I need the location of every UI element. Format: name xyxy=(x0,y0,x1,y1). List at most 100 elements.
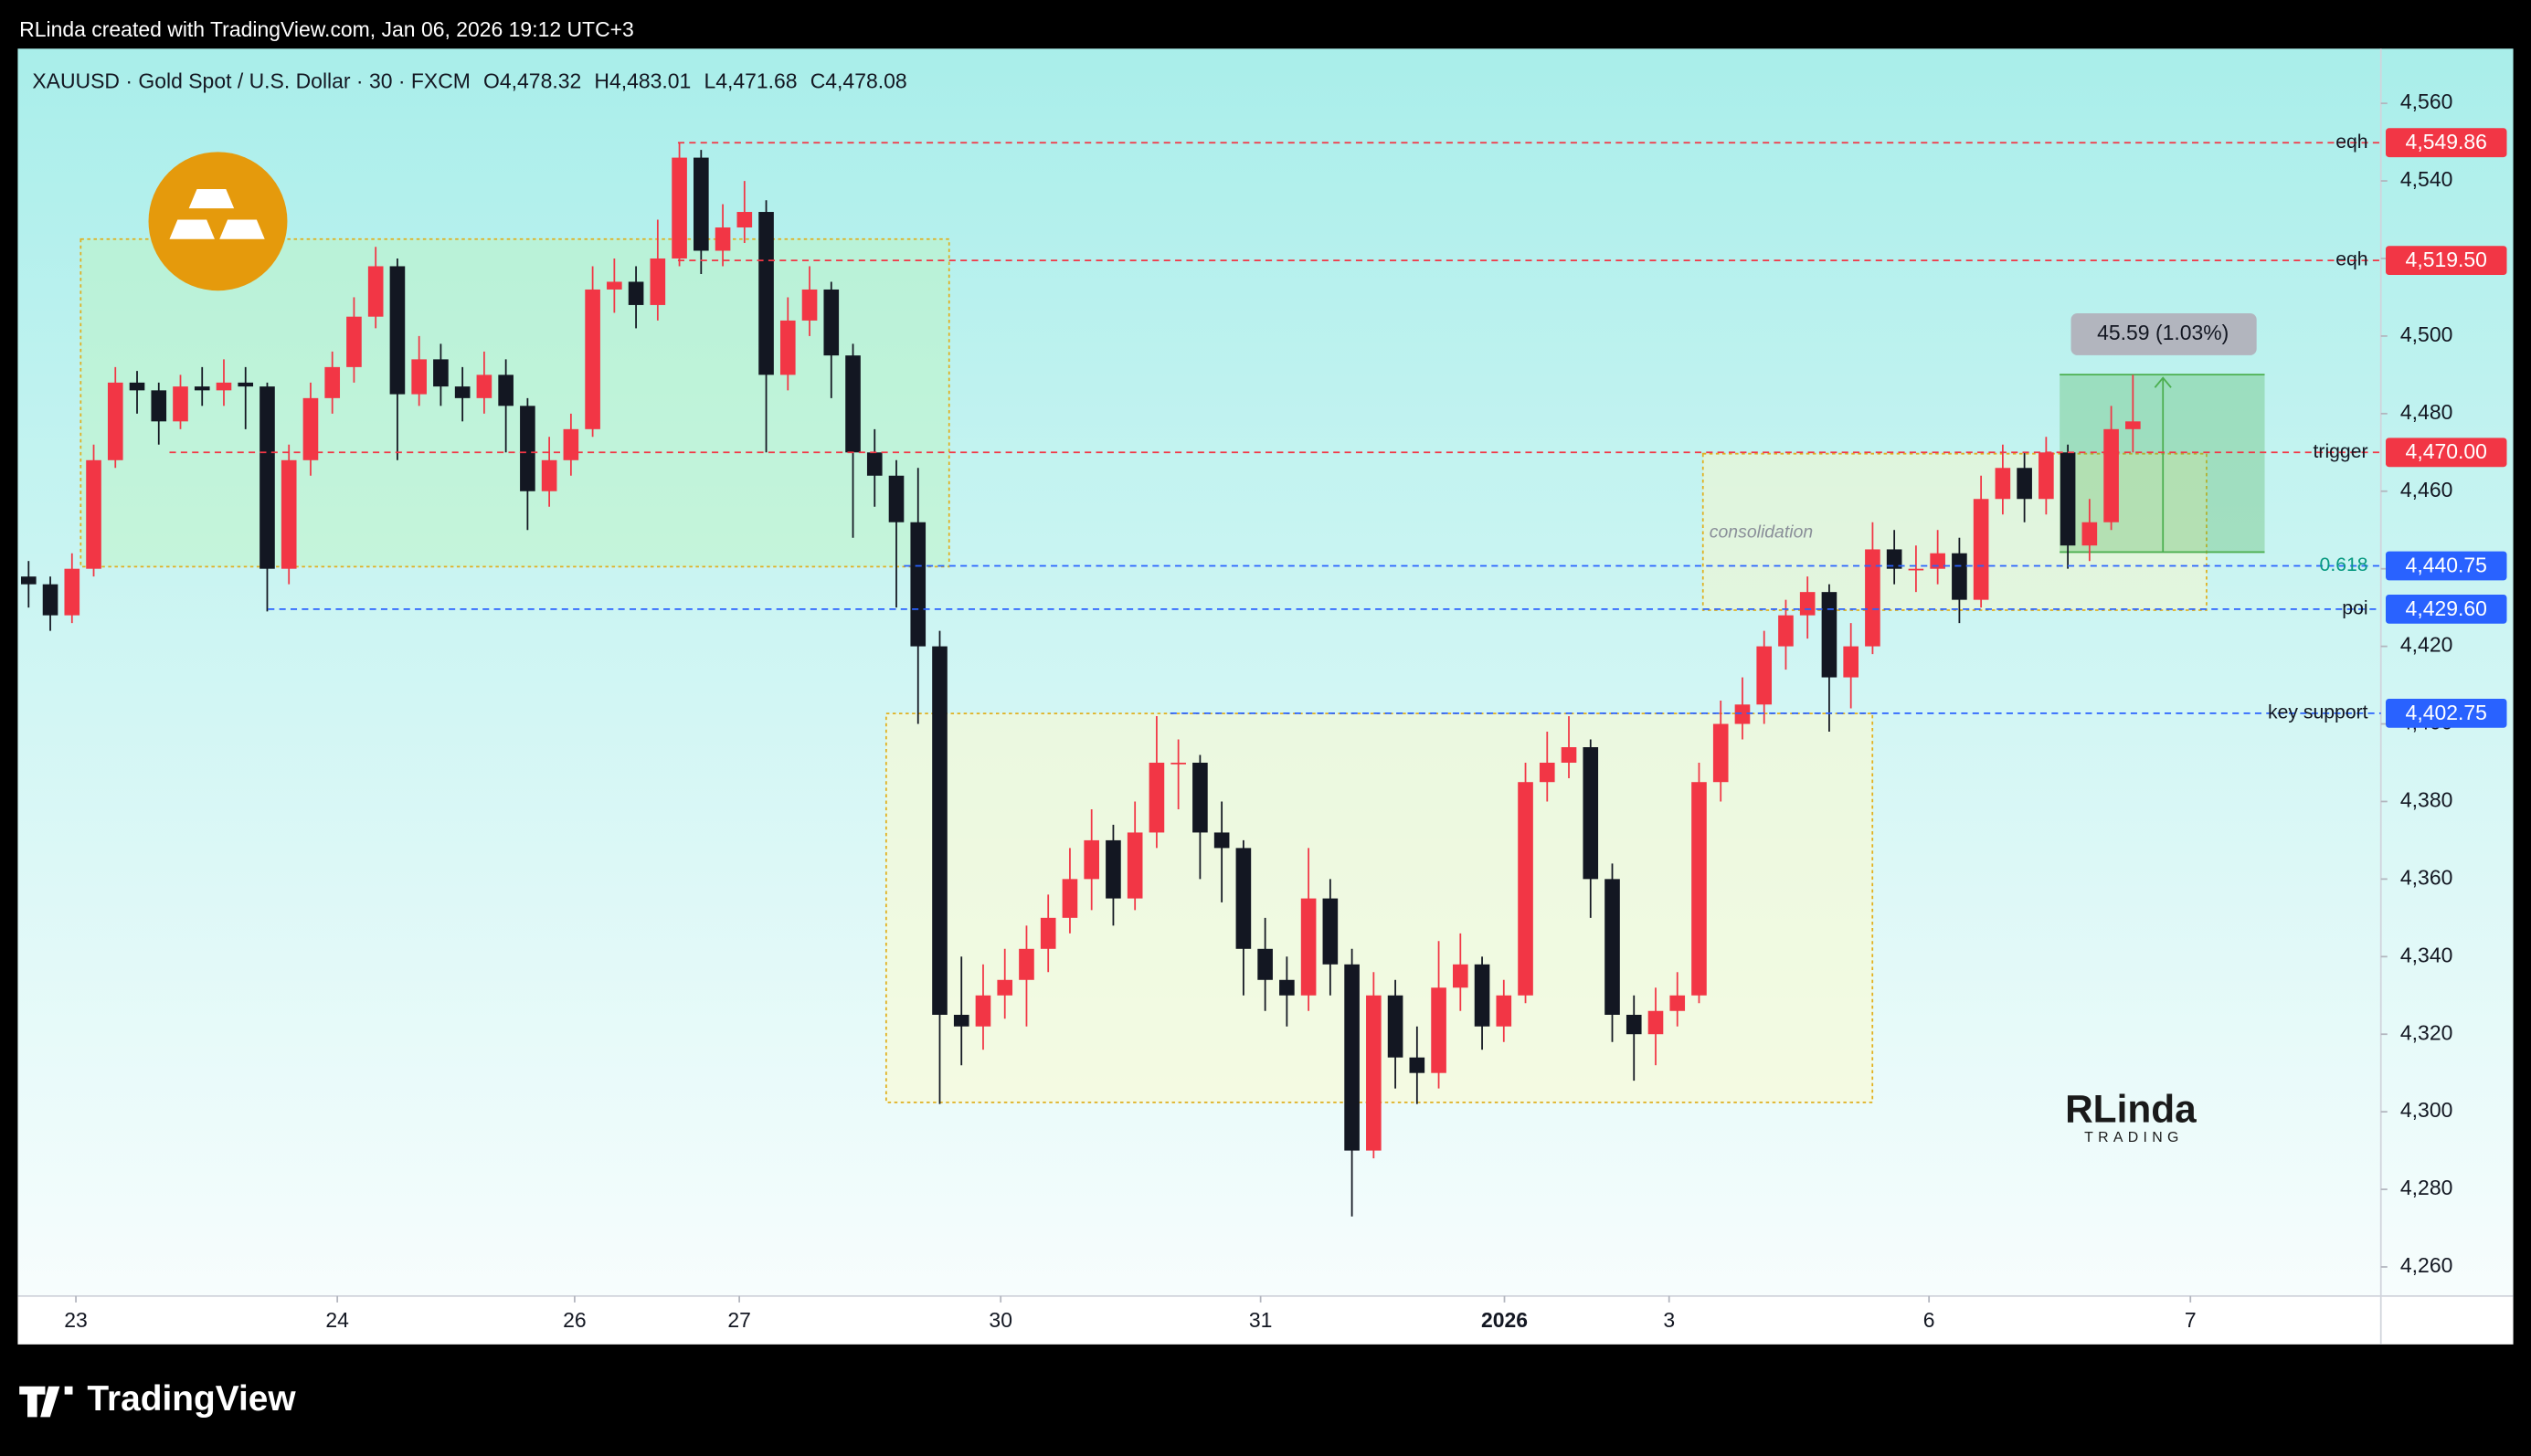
candle-body xyxy=(1908,568,1924,571)
candle-body xyxy=(1518,782,1533,996)
candle-body xyxy=(694,157,709,251)
candle-body xyxy=(476,375,492,398)
level-price-bg xyxy=(2386,128,2507,158)
candle-body xyxy=(216,382,232,391)
candle-body xyxy=(1995,468,2011,500)
candle-body xyxy=(367,266,384,317)
y-tick-label: 4,380 xyxy=(2400,788,2452,812)
footer-logo: TradingView xyxy=(19,1379,296,1419)
candle-body xyxy=(2039,452,2054,500)
y-tick-label: 4,540 xyxy=(2400,167,2452,191)
candle-body xyxy=(650,258,666,305)
candle-body xyxy=(1344,964,1360,1151)
candle-body xyxy=(1539,762,1555,783)
candle-body xyxy=(86,459,101,569)
x-tick-label: 27 xyxy=(727,1308,751,1332)
icon-bar xyxy=(219,219,265,239)
candle-body xyxy=(389,266,406,395)
candle-body xyxy=(975,995,991,1027)
candle-body xyxy=(1734,704,1751,724)
candle-body xyxy=(1712,723,1729,783)
x-tick-label: 26 xyxy=(563,1308,587,1332)
candle-body xyxy=(1952,553,1967,600)
candle-body xyxy=(2125,421,2141,429)
x-tick-label: 3 xyxy=(1663,1308,1675,1332)
candle-body xyxy=(1496,995,1512,1027)
candle-body xyxy=(1213,832,1230,849)
candle-body xyxy=(454,386,471,398)
candle-body xyxy=(715,227,731,251)
candle-body xyxy=(1084,839,1099,880)
annotation: consolidation xyxy=(1710,522,1813,542)
candle-body xyxy=(607,281,622,290)
candle-body xyxy=(953,1014,969,1027)
candle-body xyxy=(302,397,319,460)
level-price-bg xyxy=(2386,594,2507,624)
candle-body xyxy=(585,289,600,429)
level-name: eqh xyxy=(2335,132,2367,153)
candle-body xyxy=(1431,987,1446,1073)
y-tick-label: 4,280 xyxy=(2400,1176,2452,1199)
level-price-bg xyxy=(2386,438,2507,468)
candle-body xyxy=(194,386,210,391)
candle-body xyxy=(1865,549,1880,647)
logo-mark xyxy=(19,1386,73,1418)
header: RLinda created with TradingView.com, Jan… xyxy=(19,17,634,41)
candle-body xyxy=(845,355,861,453)
y-tick-label: 4,480 xyxy=(2400,400,2452,424)
y-tick-label: 4,340 xyxy=(2400,943,2452,966)
candle-body xyxy=(2060,452,2076,546)
candle-body xyxy=(346,316,362,367)
measure-label-bg xyxy=(2070,312,2257,355)
measure-label: 45.59 (1.03%) xyxy=(2097,321,2229,344)
candle-body xyxy=(42,584,58,616)
level-price: 4,440.75 xyxy=(2406,553,2487,576)
candle-body xyxy=(672,157,687,258)
level-price: 4,519.50 xyxy=(2406,248,2487,271)
candle-body xyxy=(1886,549,1902,569)
watermark: RLinda xyxy=(2065,1088,2197,1131)
candle-body xyxy=(173,386,188,422)
candle-body xyxy=(1626,1014,1642,1035)
candle-body xyxy=(736,212,753,228)
level-name: key support xyxy=(2268,702,2368,723)
candle-body xyxy=(1778,615,1794,647)
candle-body xyxy=(2017,468,2032,500)
level-name: 0.618 xyxy=(2320,554,2368,575)
y-tick-label: 4,300 xyxy=(2400,1098,2452,1122)
candle-body xyxy=(779,320,796,375)
y-tick-label: 4,560 xyxy=(2400,90,2452,113)
candle-body xyxy=(1019,948,1034,980)
footer-brand: TradingView xyxy=(87,1379,296,1419)
candle-body xyxy=(1583,747,1599,880)
legend-value: C4,478.08 xyxy=(810,69,907,92)
candle-body xyxy=(1235,848,1252,949)
candle-body xyxy=(1127,832,1143,899)
y-tick-label: 4,360 xyxy=(2400,865,2452,889)
y-tick-label: 4,500 xyxy=(2400,322,2452,346)
candle-body xyxy=(107,382,123,460)
x-tick-label: 23 xyxy=(64,1308,88,1332)
candle-body xyxy=(1149,762,1165,833)
candle-body xyxy=(1062,879,1078,918)
candle-body xyxy=(932,646,948,1015)
gold-icon xyxy=(148,152,288,291)
candle-body xyxy=(1691,782,1707,996)
candle-body xyxy=(20,576,37,585)
candle-body xyxy=(498,375,514,406)
candle-body xyxy=(433,359,449,387)
candle-body xyxy=(2081,522,2098,546)
candle-body xyxy=(1366,995,1382,1151)
candle-body xyxy=(2103,428,2119,522)
x-tick-label: 30 xyxy=(989,1308,1012,1332)
candle-body xyxy=(129,382,145,391)
icon-bar xyxy=(188,188,235,209)
watermark-sub: TRADING xyxy=(2084,1130,2184,1145)
time-axis-bg xyxy=(17,1295,2514,1345)
level-price: 4,549.86 xyxy=(2406,130,2487,153)
candle-body xyxy=(1322,898,1339,965)
candle-body xyxy=(1973,499,1989,600)
candle-body xyxy=(1604,879,1620,1015)
